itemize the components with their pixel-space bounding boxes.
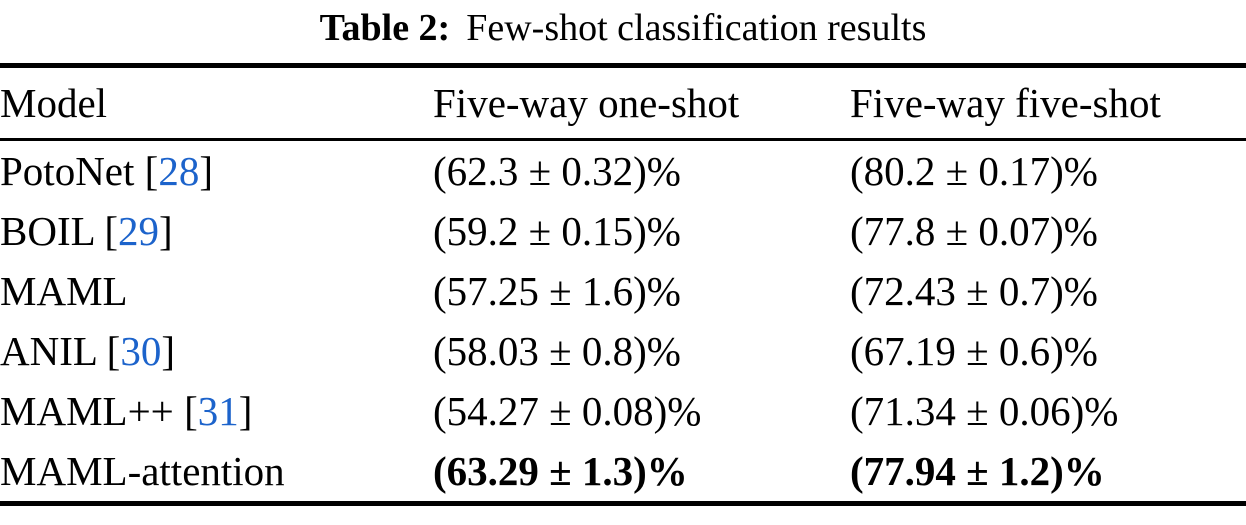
- table-caption-title: Few-shot classification results: [466, 7, 927, 49]
- one-shot-value: (58.03 ± 0.8)%: [433, 328, 681, 374]
- model-cell: BOIL [29]: [0, 201, 433, 261]
- model-name: BOIL: [0, 208, 95, 254]
- five-shot-value: (80.2 ± 0.17)%: [850, 148, 1098, 194]
- col-header-one-shot: Five-way one-shot: [433, 65, 850, 141]
- col-header-five-shot: Five-way five-shot: [850, 65, 1246, 141]
- citation-bracket-close: ]: [199, 148, 213, 194]
- table-row-mamlpp: MAML++ [31] (54.27 ± 0.08)% (71.34 ± 0.0…: [0, 381, 1246, 441]
- citation-bracket-open: [: [106, 328, 121, 374]
- one-shot-value: (59.2 ± 0.15)%: [433, 208, 681, 254]
- one-shot-value: (57.25 ± 1.6)%: [433, 268, 681, 314]
- five-shot-value: (77.94 ± 1.2)%: [850, 448, 1105, 494]
- model-name: MAML++: [0, 388, 174, 434]
- one-shot-value: (63.29 ± 1.3)%: [433, 448, 688, 494]
- model-cell: MAML: [0, 261, 433, 321]
- citation-bracket-open: [: [104, 208, 119, 254]
- citation-bracket-close: ]: [238, 388, 253, 434]
- header-row: Model Five-way one-shot Five-way five-sh…: [0, 65, 1246, 141]
- model-cell: ANIL [30]: [0, 321, 433, 381]
- five-shot-value: (77.8 ± 0.07)%: [850, 208, 1098, 254]
- col-header-model: Model: [0, 65, 433, 141]
- five-shot-value: (71.34 ± 0.06)%: [850, 388, 1119, 434]
- citation-link[interactable]: 29: [118, 208, 160, 254]
- citation-link[interactable]: 30: [120, 328, 162, 374]
- five-shot-value: (67.19 ± 0.6)%: [850, 328, 1098, 374]
- table-row-maml-attention: MAML-attention (63.29 ± 1.3)% (77.94 ± 1…: [0, 441, 1246, 504]
- results-table: Model Five-way one-shot Five-way five-sh…: [0, 63, 1246, 506]
- model-cell: PotoNet [28]: [0, 140, 433, 202]
- model-name: ANIL: [0, 328, 97, 374]
- table-caption-label: Table 2:: [319, 7, 451, 49]
- five-shot-value: (72.43 ± 0.7)%: [850, 268, 1098, 314]
- one-shot-value: (54.27 ± 0.08)%: [433, 388, 702, 434]
- table-caption: Table 2: Few-shot classification results: [0, 2, 1246, 54]
- model-name: MAML: [0, 268, 128, 314]
- table-row-boil: BOIL [29] (59.2 ± 0.15)% (77.8 ± 0.07)%: [0, 201, 1246, 261]
- table-row-potonet: PotoNet [28] (62.3 ± 0.32)% (80.2 ± 0.17…: [0, 140, 1246, 202]
- citation-bracket-open: [: [144, 148, 159, 194]
- citation-bracket-close: ]: [161, 328, 175, 374]
- model-cell: MAML-attention: [0, 441, 433, 504]
- citation-bracket-close: ]: [159, 208, 173, 254]
- model-cell: MAML++ [31]: [0, 381, 433, 441]
- citation-link[interactable]: 31: [197, 388, 239, 434]
- citation-bracket-open: [: [184, 388, 198, 434]
- model-name: MAML-attention: [0, 448, 285, 494]
- one-shot-value: (62.3 ± 0.32)%: [433, 148, 681, 194]
- table-row-maml: MAML (57.25 ± 1.6)% (72.43 ± 0.7)%: [0, 261, 1246, 321]
- model-name: PotoNet: [0, 148, 135, 194]
- citation-link[interactable]: 28: [158, 148, 200, 194]
- table-row-anil: ANIL [30] (58.03 ± 0.8)% (67.19 ± 0.6)%: [0, 321, 1246, 381]
